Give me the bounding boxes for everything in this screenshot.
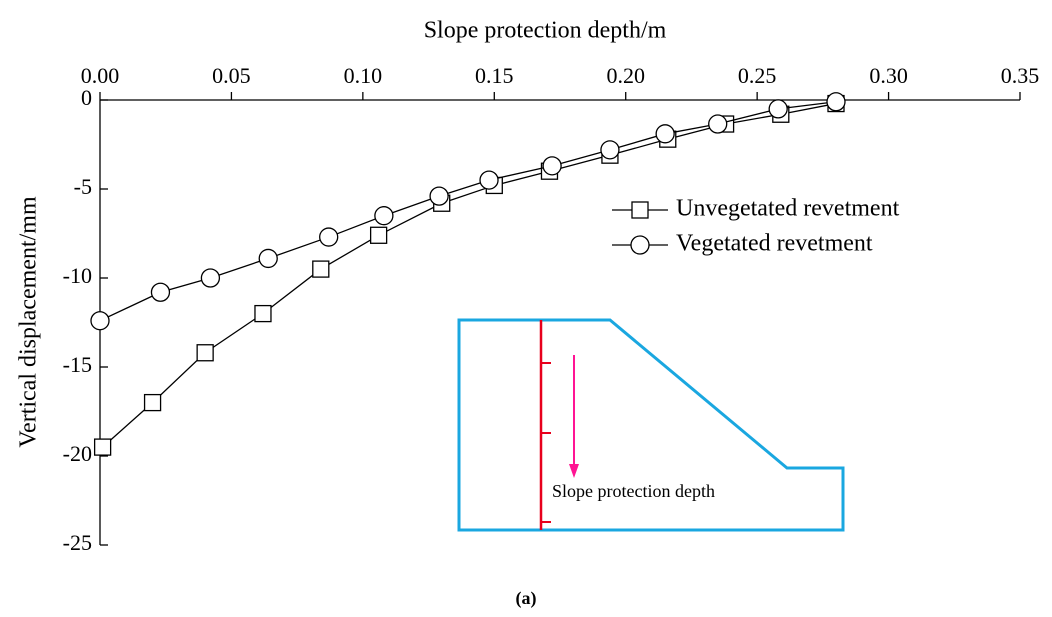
data-point [254, 304, 272, 323]
data-point [826, 92, 846, 112]
y-tick-label: -5 [74, 174, 92, 199]
y-axis-title: Vertical displacement/mm [16, 196, 42, 448]
legend-marker [631, 201, 649, 219]
data-point [200, 268, 221, 288]
x-tick-label: 0.20 [606, 63, 645, 88]
x-tick-label: 0.00 [81, 63, 120, 88]
data-point [374, 206, 394, 226]
data-point [600, 140, 620, 160]
legend-marker [630, 235, 650, 255]
data-point [319, 227, 339, 247]
y-tick-label: -15 [63, 352, 92, 377]
slope-outline [457, 318, 845, 532]
x-axis-title: Slope protection depth/m [424, 18, 667, 44]
y-tick-label: -10 [63, 263, 92, 288]
data-point [90, 311, 110, 331]
x-tick-label: 0.30 [869, 63, 908, 88]
y-tick-label: -20 [63, 441, 92, 466]
y-tick-label: -25 [63, 530, 92, 555]
data-point [258, 248, 278, 269]
x-tick-label: 0.10 [344, 63, 383, 88]
data-point [143, 393, 162, 412]
x-tick-label: 0.35 [1001, 63, 1040, 88]
data-point [768, 99, 788, 119]
data-point [150, 282, 171, 302]
y-tick-label: 0 [81, 85, 92, 110]
legend-label: Unvegetated revetment [676, 196, 900, 222]
data-point [479, 170, 499, 190]
x-tick-label: 0.15 [475, 63, 514, 88]
data-point [429, 186, 449, 206]
data-point [93, 438, 112, 456]
x-tick-label: 0.25 [738, 63, 777, 88]
inset-diagram: Slope protection depth [457, 318, 845, 532]
legend-label: Vegetated revetment [676, 231, 873, 257]
caption: (a) [516, 588, 537, 609]
inset-label: Slope protection depth [552, 481, 715, 501]
data-point [708, 114, 728, 134]
depth-arrow-head [569, 464, 579, 478]
x-tick-label: 0.05 [212, 63, 251, 88]
data-point [196, 344, 214, 362]
data-point [542, 156, 562, 176]
data-point [369, 226, 388, 244]
data-point [655, 124, 675, 144]
data-point [312, 260, 330, 278]
